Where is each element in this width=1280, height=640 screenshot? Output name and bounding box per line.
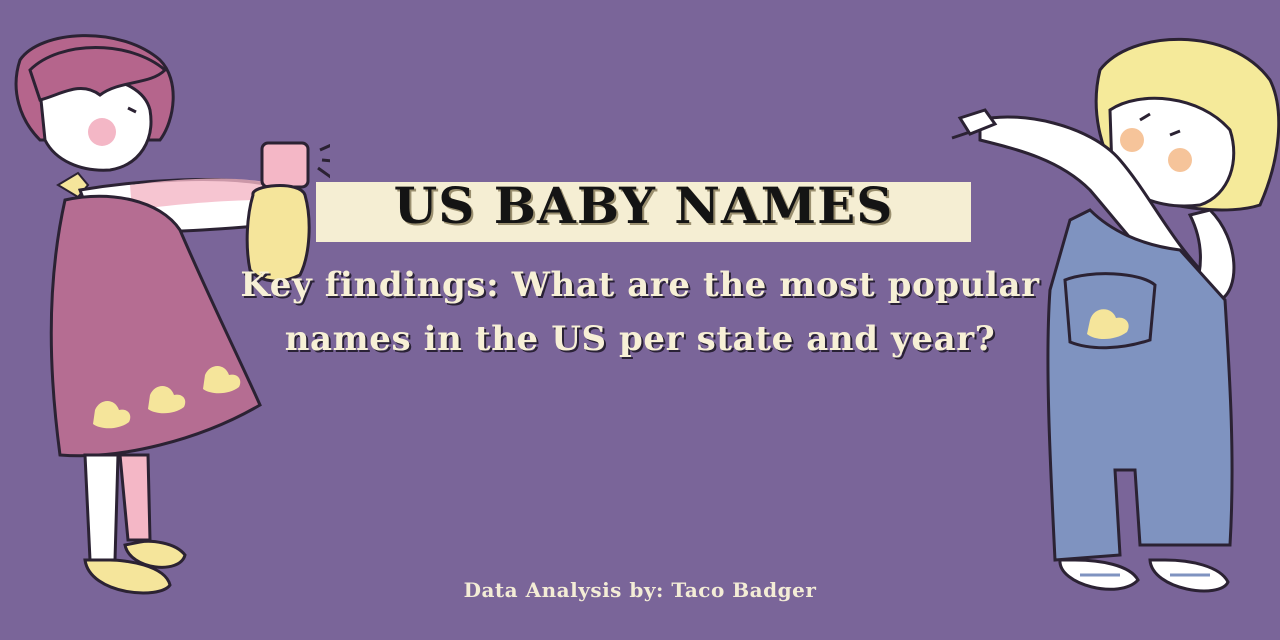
boy-in-overalls-illustration xyxy=(951,37,1280,593)
girl-with-spray-bottle-illustration xyxy=(14,34,330,595)
title-banner xyxy=(316,182,971,242)
subtitle-question: Key findings: What are the most popular … xyxy=(240,265,1040,359)
page-title: US BABY NAMES xyxy=(393,176,894,235)
author-credit: Data Analysis by: Taco Badger xyxy=(463,578,817,602)
